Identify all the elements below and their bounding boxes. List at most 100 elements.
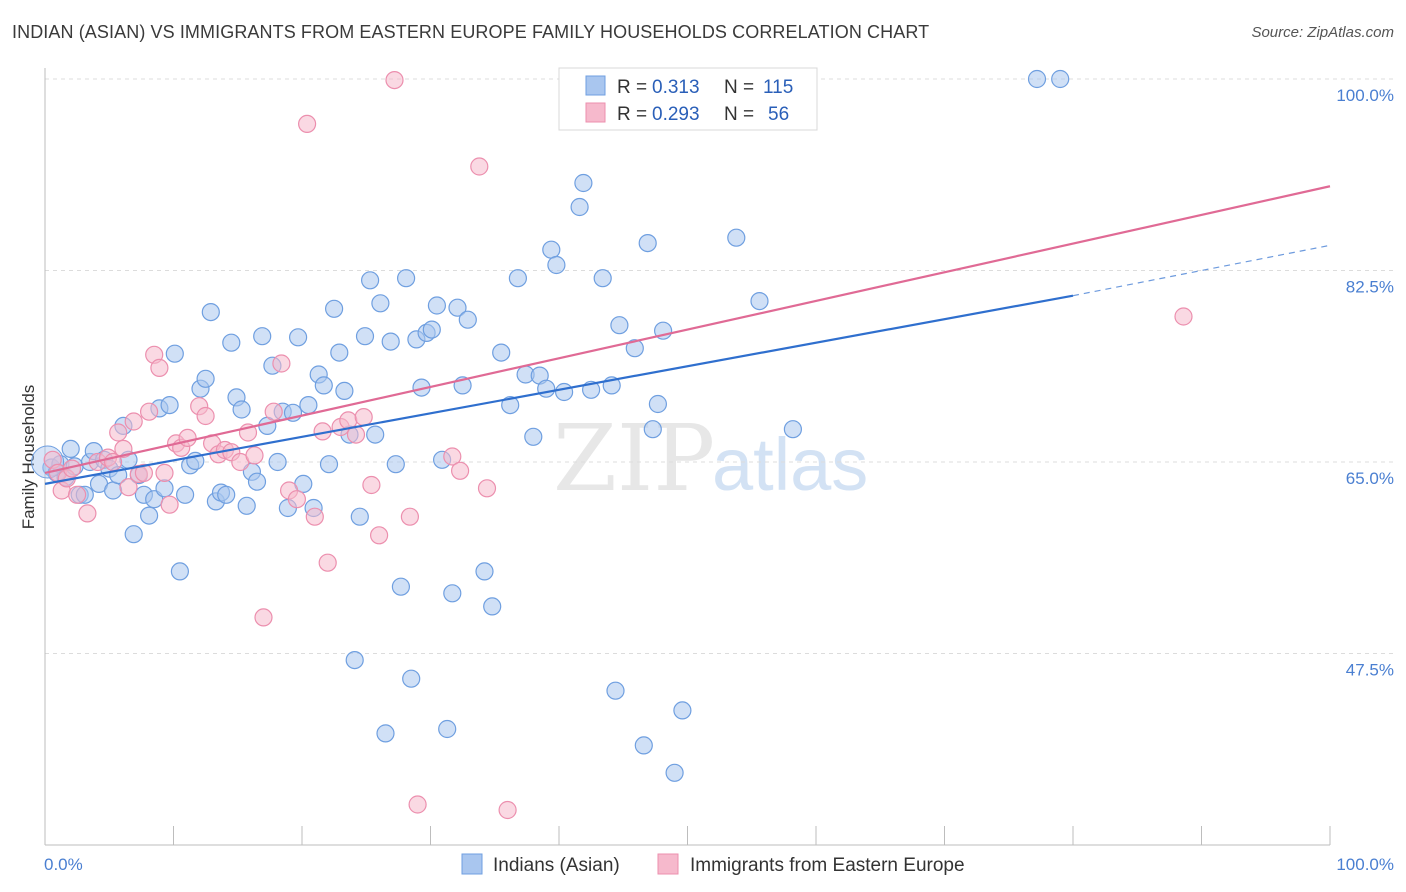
data-point xyxy=(335,381,354,400)
data-point xyxy=(264,402,283,421)
data-point xyxy=(385,70,404,90)
x-tick-label-min: 0.0% xyxy=(44,855,83,874)
data-point xyxy=(542,240,561,259)
data-point xyxy=(222,333,241,352)
legend-blue-swatch xyxy=(461,853,483,875)
data-point xyxy=(547,255,566,275)
stats-pink-r-value: 0.293 xyxy=(652,104,700,125)
data-point xyxy=(477,479,497,498)
source-label: Source: ZipAtlas.com xyxy=(1251,24,1394,41)
data-point xyxy=(253,327,272,346)
data-point xyxy=(140,506,159,525)
stats-blue-r-value: 0.313 xyxy=(652,77,700,98)
stats-blue-n-label: N = xyxy=(724,77,754,98)
data-point xyxy=(593,269,612,288)
data-point xyxy=(245,446,264,465)
data-point xyxy=(427,296,446,315)
data-point xyxy=(155,463,174,482)
data-point xyxy=(574,173,593,193)
data-point xyxy=(305,507,324,526)
data-point xyxy=(176,485,195,504)
data-point xyxy=(524,427,543,446)
data-point xyxy=(119,478,138,497)
data-point xyxy=(268,452,287,472)
trend-lines xyxy=(44,185,1331,485)
data-point xyxy=(150,358,169,377)
data-point xyxy=(673,701,692,720)
y-tick-label: 47.5% xyxy=(1346,661,1394,680)
stats-pink-n-label: N = xyxy=(724,104,754,125)
data-point xyxy=(114,439,133,458)
data-point xyxy=(400,507,419,526)
data-point xyxy=(634,736,653,755)
data-point xyxy=(610,316,629,335)
data-point xyxy=(134,463,153,482)
data-point xyxy=(103,481,123,500)
data-point xyxy=(537,379,556,398)
data-point xyxy=(354,408,373,427)
data-point xyxy=(448,298,467,317)
data-point xyxy=(381,332,400,351)
legend-pink-label: Immigrants from Eastern Europe xyxy=(690,855,965,876)
data-point xyxy=(160,495,179,514)
data-point xyxy=(124,412,143,431)
data-point xyxy=(570,197,589,217)
data-point xyxy=(643,420,662,439)
stats-box: R = 0.313 N = 115 R = 0.293 N = 56 xyxy=(558,67,818,131)
data-point xyxy=(217,485,236,504)
data-point xyxy=(366,425,385,444)
data-point xyxy=(299,396,318,415)
data-point xyxy=(345,650,364,670)
data-point xyxy=(330,343,349,362)
data-point xyxy=(247,472,267,491)
data-point xyxy=(178,428,197,447)
data-point xyxy=(648,394,668,414)
data-point xyxy=(438,719,457,739)
legend-blue-label: Indians (Asian) xyxy=(493,855,620,876)
data-point xyxy=(443,447,462,466)
series-eastern-europe xyxy=(43,69,1193,820)
data-point xyxy=(201,303,220,322)
data-point xyxy=(391,577,410,596)
data-point xyxy=(109,423,128,442)
data-point xyxy=(475,562,494,581)
data-point xyxy=(554,382,574,402)
data-point xyxy=(458,310,477,329)
data-point xyxy=(727,228,746,247)
data-point xyxy=(665,763,684,782)
trend-line-indians xyxy=(44,294,1074,485)
data-point xyxy=(165,344,184,363)
data-point xyxy=(170,562,189,581)
data-point xyxy=(498,800,517,820)
data-point xyxy=(483,597,502,616)
data-point xyxy=(155,479,174,498)
data-point xyxy=(254,608,273,627)
data-point xyxy=(783,420,803,439)
data-point xyxy=(140,402,159,421)
y-tick-label: 100.0% xyxy=(1336,86,1394,105)
data-point xyxy=(314,376,333,395)
x-tick-label-max: 100.0% xyxy=(1336,855,1394,874)
y-tick-labels: 47.5% 65.0% 82.5% 100.0% xyxy=(1336,86,1394,680)
data-point xyxy=(362,475,381,495)
data-point xyxy=(319,455,339,474)
data-point xyxy=(370,526,389,545)
stats-blue-swatch xyxy=(585,75,606,96)
data-point xyxy=(1174,307,1193,326)
series-indians-asian xyxy=(31,69,1070,782)
stats-pink-swatch xyxy=(585,102,606,123)
data-point xyxy=(196,369,215,388)
data-point xyxy=(124,525,143,544)
data-point xyxy=(750,292,769,311)
data-point xyxy=(237,496,256,515)
stats-pink-n-value: 56 xyxy=(768,104,789,125)
stats-blue-n-value: 115 xyxy=(763,77,793,98)
data-point xyxy=(298,114,317,134)
data-point xyxy=(606,681,625,700)
legend-pink-swatch xyxy=(657,853,679,875)
legend: Indians (Asian) Immigrants from Eastern … xyxy=(461,853,965,876)
data-point xyxy=(371,294,390,313)
data-point xyxy=(289,328,308,347)
data-point xyxy=(78,504,97,523)
